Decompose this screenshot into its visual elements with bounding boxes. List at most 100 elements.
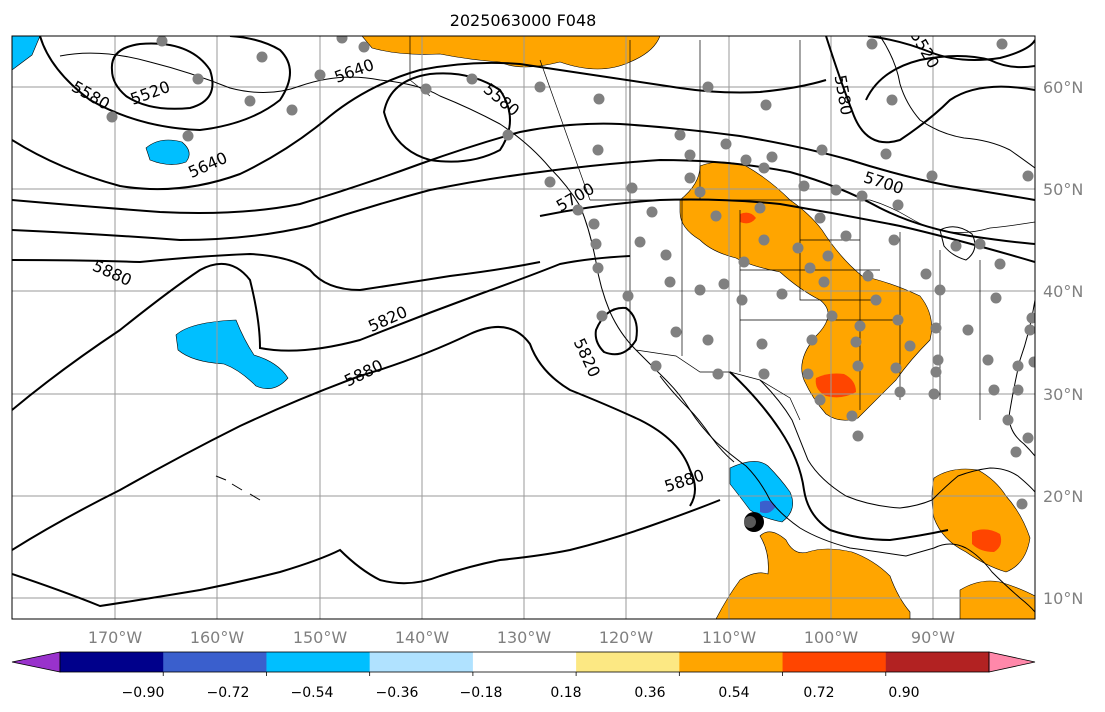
contour-5820-east bbox=[539, 198, 1035, 263]
station-dot bbox=[892, 314, 904, 326]
station-dot bbox=[754, 202, 766, 214]
contour-5880-main bbox=[12, 326, 696, 551]
station-dot bbox=[1010, 446, 1022, 458]
station-dot bbox=[192, 73, 204, 85]
station-dot bbox=[660, 249, 672, 261]
colorbar-tick-label: −0.18 bbox=[460, 685, 503, 701]
longitude-labels: 170°W 160°W 150°W 140°W 130°W 120°W 110°… bbox=[88, 628, 955, 647]
station-dot bbox=[626, 182, 638, 194]
station-dot bbox=[256, 51, 268, 63]
colorbar-tick-label: 0.72 bbox=[803, 685, 834, 701]
colorbar-tick-label: −0.90 bbox=[122, 685, 165, 701]
station-dot bbox=[720, 138, 732, 150]
colorbar-extend-high bbox=[988, 651, 1036, 673]
station-dot bbox=[852, 430, 864, 442]
lon-label: 90°W bbox=[911, 628, 955, 647]
station-dot bbox=[336, 36, 348, 44]
contour-5520-alaska bbox=[110, 42, 214, 110]
strong-positive-area bbox=[815, 373, 856, 398]
gulf-coastline bbox=[759, 379, 1035, 509]
station-dot bbox=[358, 41, 370, 53]
negative-anomaly-areas bbox=[12, 36, 793, 523]
strong-positive-areas bbox=[740, 212, 1002, 552]
lat-label: 40°N bbox=[1043, 282, 1083, 301]
canada-provinces bbox=[539, 40, 801, 201]
greatlakes bbox=[939, 226, 976, 261]
station-dot bbox=[814, 394, 826, 406]
station-dot bbox=[1024, 324, 1035, 336]
station-dot bbox=[702, 334, 714, 346]
station-dot bbox=[930, 366, 942, 378]
station-dot bbox=[758, 234, 770, 246]
station-dot bbox=[830, 184, 842, 196]
station-dot bbox=[156, 36, 168, 47]
station-dot bbox=[892, 199, 904, 211]
station-dot bbox=[592, 144, 604, 156]
colorbar-tick-labels: −0.90 −0.72 −0.54 −0.36 −0.18 0.18 0.36 … bbox=[122, 685, 920, 701]
station-dot bbox=[1012, 384, 1024, 396]
station-dot bbox=[684, 172, 696, 184]
colorbar bbox=[11, 651, 1036, 676]
contour-5580-outer bbox=[39, 36, 291, 132]
colorbar-tick-label: 0.54 bbox=[718, 685, 749, 701]
station-dot bbox=[806, 334, 818, 346]
station-dot bbox=[996, 38, 1008, 50]
contour-5880-north bbox=[12, 252, 541, 292]
station-dot bbox=[818, 276, 830, 288]
negative-area bbox=[729, 461, 793, 523]
station-dot bbox=[1028, 356, 1035, 368]
height-contours bbox=[12, 36, 1035, 608]
station-dot bbox=[932, 354, 944, 366]
positive-area bbox=[361, 36, 661, 70]
colorbar-tick-label: 0.18 bbox=[550, 685, 581, 701]
station-dot bbox=[588, 218, 600, 230]
positive-area bbox=[931, 468, 1031, 573]
station-dot bbox=[1012, 360, 1024, 372]
station-dot bbox=[1016, 498, 1028, 510]
station-dot bbox=[846, 410, 858, 422]
contour-5580-gulf bbox=[382, 72, 511, 163]
station-dot bbox=[664, 276, 676, 288]
station-dot bbox=[792, 242, 804, 254]
station-dots bbox=[106, 36, 1035, 510]
contour-5880-mexico bbox=[729, 371, 949, 542]
station-dot bbox=[826, 310, 838, 322]
lat-label: 50°N bbox=[1043, 180, 1083, 199]
station-dot bbox=[544, 176, 556, 188]
station-dot bbox=[1026, 312, 1035, 324]
colorbar-tick-label: 0.36 bbox=[634, 685, 665, 701]
station-dot bbox=[106, 111, 118, 123]
strong-positive-area bbox=[740, 212, 756, 224]
station-dot bbox=[802, 368, 814, 380]
station-dot bbox=[740, 154, 752, 166]
station-dot bbox=[816, 144, 828, 156]
station-dot bbox=[994, 258, 1006, 270]
station-dot bbox=[974, 238, 986, 250]
colorbar-tick-label: −0.72 bbox=[207, 685, 250, 701]
contour-5820-low bbox=[594, 306, 638, 356]
lon-label: 100°W bbox=[804, 628, 859, 647]
storm-marker bbox=[744, 512, 764, 532]
colorbar-segment bbox=[163, 652, 267, 672]
station-dot bbox=[758, 162, 770, 174]
map-title: 2025063000 F048 bbox=[450, 11, 597, 30]
station-dot bbox=[534, 81, 546, 93]
station-dot bbox=[840, 230, 852, 242]
station-dot bbox=[650, 360, 662, 372]
station-dot bbox=[622, 290, 634, 302]
station-dot bbox=[982, 354, 994, 366]
station-dot bbox=[926, 170, 938, 182]
station-dot bbox=[738, 256, 750, 268]
map-frame bbox=[11, 35, 1036, 620]
station-dot bbox=[1002, 414, 1014, 426]
colorbar-frame bbox=[59, 651, 990, 673]
station-dot bbox=[854, 320, 866, 332]
station-dot bbox=[736, 294, 748, 306]
lon-label: 160°W bbox=[190, 628, 245, 647]
colorbar-segment bbox=[679, 652, 784, 672]
hawaii-islands bbox=[215, 475, 261, 501]
negative-area bbox=[12, 36, 41, 71]
station-dot bbox=[776, 288, 788, 300]
contour-5820-main bbox=[12, 255, 631, 411]
